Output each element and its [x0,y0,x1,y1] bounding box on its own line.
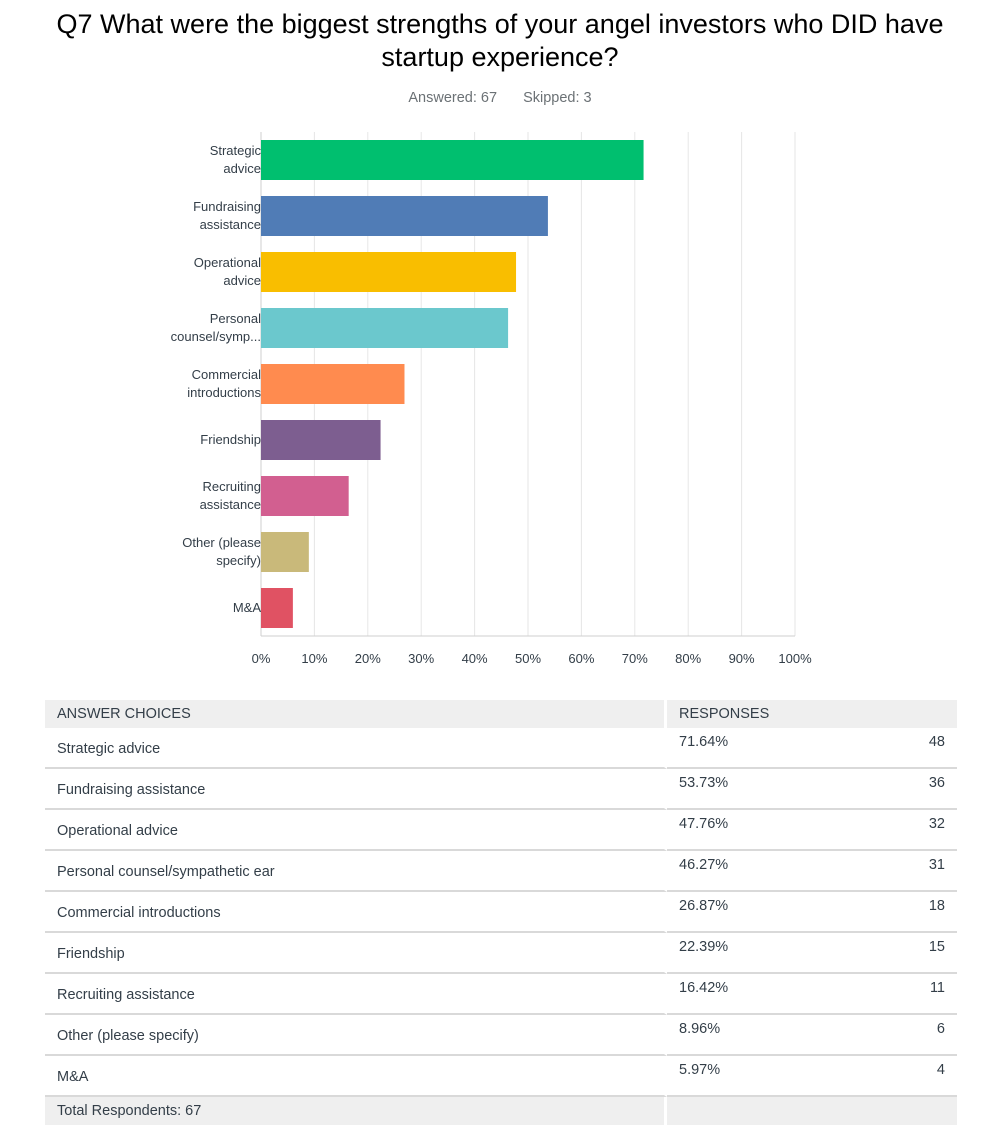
x-tick-label: 60% [568,651,594,666]
table-header-row: ANSWER CHOICES RESPONSES [45,700,957,728]
response-count-cell: 36 [854,769,957,810]
bar [261,476,349,516]
bar [261,532,309,572]
answer-choice-cell: M&A [45,1056,667,1097]
answer-choice-cell: Personal counsel/sympathetic ear [45,851,667,892]
response-count-cell: 4 [854,1056,957,1097]
response-count-cell: 48 [854,728,957,769]
response-count-cell: 32 [854,810,957,851]
category-label: Personal [210,311,261,326]
x-tick-label: 0% [252,651,271,666]
table-row: Recruiting assistance 16.42% 11 [45,974,957,1015]
category-label: advice [223,161,261,176]
category-label: Other (please [182,535,261,550]
answer-choice-cell: Operational advice [45,810,667,851]
table-row: M&A 5.97% 4 [45,1056,957,1097]
answer-choice-cell: Commercial introductions [45,892,667,933]
bar [261,420,381,460]
x-tick-label: 100% [778,651,812,666]
category-label: counsel/symp... [171,329,261,344]
category-label: advice [223,273,261,288]
bar [261,196,548,236]
response-percent-cell: 53.73% [667,769,855,810]
category-label: Fundraising [193,199,261,214]
table-row: Personal counsel/sympathetic ear 46.27% 31 [45,851,957,892]
x-tick-label: 50% [515,651,541,666]
response-count-cell: 18 [854,892,957,933]
response-count-cell: 6 [854,1015,957,1056]
x-tick-label: 30% [408,651,434,666]
category-label: assistance [200,497,261,512]
category-label: Commercial [192,367,261,382]
total-respondents: Total Respondents: 67 [45,1097,667,1125]
response-percent-cell: 26.87% [667,892,855,933]
category-label: introductions [187,385,261,400]
responses-table: ANSWER CHOICES RESPONSES Strategic advic… [45,700,957,1125]
skipped-count: Skipped: 3 [523,90,592,106]
response-count-cell: 31 [854,851,957,892]
category-label: Strategic [210,143,262,158]
response-count-cell: 11 [854,974,957,1015]
answer-choice-cell: Fundraising assistance [45,769,667,810]
answer-choice-cell: Other (please specify) [45,1015,667,1056]
x-tick-label: 90% [729,651,755,666]
total-empty-cell [667,1097,957,1125]
response-percent-cell: 5.97% [667,1056,855,1097]
response-percent-cell: 71.64% [667,728,855,769]
x-tick-label: 70% [622,651,648,666]
answered-count: Answered: 67 [408,90,498,106]
page-title: Q7 What were the biggest strengths of yo… [56,9,944,72]
x-tick-label: 40% [462,651,488,666]
response-percent-cell: 22.39% [667,933,855,974]
x-tick-label: 20% [355,651,381,666]
table-row: Commercial introductions 26.87% 18 [45,892,957,933]
responses-header: RESPONSES [667,700,957,728]
bar [261,252,517,292]
bar [261,364,405,404]
category-label: assistance [200,217,261,232]
table-row: Other (please specify) 8.96% 6 [45,1015,957,1056]
category-label: Operational [194,255,261,270]
response-count-cell: 15 [854,933,957,974]
bar-chart: 0% 10% 20% 30% 40% 50% 60% 70% 80% 90% 100% Strateg… [171,132,812,666]
response-stats: Answered: 67 Skipped: 3 [0,90,1000,106]
category-label: Friendship [200,432,261,447]
table-row: Fundraising assistance 53.73% 36 [45,769,957,810]
answer-choices-header: ANSWER CHOICES [45,700,667,728]
response-percent-cell: 8.96% [667,1015,855,1056]
bar [261,588,293,628]
response-percent-cell: 47.76% [667,810,855,851]
table-row: Friendship 22.39% 15 [45,933,957,974]
answer-choice-cell: Recruiting assistance [45,974,667,1015]
response-percent-cell: 16.42% [667,974,855,1015]
category-label: specify) [216,553,261,568]
bar [261,140,644,180]
answer-choice-cell: Friendship [45,933,667,974]
category-label: Recruiting [202,479,261,494]
x-tick-label: 10% [301,651,327,666]
bar [261,308,509,348]
answer-choice-cell: Strategic advice [45,728,667,769]
total-row: Total Respondents: 67 [45,1097,957,1125]
table-row: Strategic advice 71.64% 48 [45,728,957,769]
x-tick-label: 80% [675,651,701,666]
category-label: M&A [233,600,262,615]
table-row: Operational advice 47.76% 32 [45,810,957,851]
response-percent-cell: 46.27% [667,851,855,892]
